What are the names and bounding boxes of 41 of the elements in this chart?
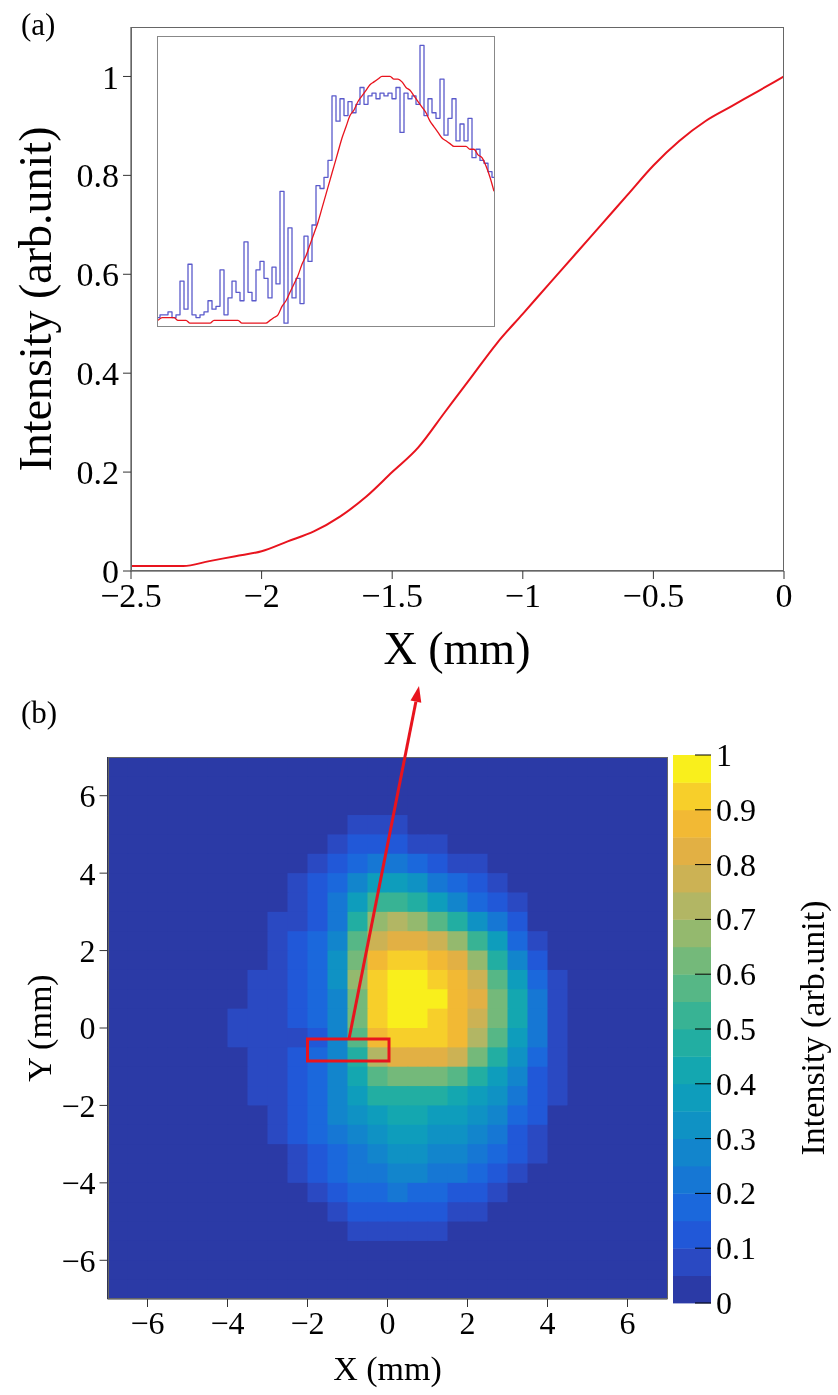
x-tick-label: 6 <box>619 1304 636 1341</box>
y-tick-label: 6 <box>79 778 96 815</box>
chart-title: (b) <box>21 695 58 730</box>
y-tick-label: 0.8 <box>76 157 119 195</box>
color-bar-label: 0.3 <box>716 1120 756 1157</box>
color-bar-label: 0.7 <box>716 901 756 938</box>
x-tick-label: −2 <box>290 1304 325 1341</box>
x-tick-label: 4 <box>539 1304 556 1341</box>
y-tick-label: 0 <box>79 1010 96 1047</box>
y-tick-label: −6 <box>61 1242 96 1279</box>
color-bar-label: 0.5 <box>716 1011 756 1047</box>
color-bar-title: Intensity (arb.unit) <box>794 900 831 1156</box>
x-tick-label: −0.5 <box>622 577 685 615</box>
x-tick-label: −2 <box>243 577 280 615</box>
color-bar-label: 0.2 <box>716 1175 756 1212</box>
color-bar-label: 0.1 <box>716 1230 756 1267</box>
chart-title: (a) <box>21 7 56 42</box>
color-bar-label: 0.6 <box>716 956 756 993</box>
y-tick-label: 4 <box>79 855 96 892</box>
x-tick-label: 0 <box>775 577 793 615</box>
y-tick-label: 0.6 <box>76 256 119 294</box>
y-tick-label: −4 <box>61 1165 96 1202</box>
x-tick-label: 2 <box>459 1304 476 1341</box>
y-axis-title: Intensity (arb.unit) <box>10 126 61 472</box>
y-tick-label: 1 <box>102 58 119 96</box>
color-bar-label: 0.8 <box>716 846 756 883</box>
x-axis-title: X (mm) <box>333 1350 442 1387</box>
y-axis-title: Y (mm) <box>21 974 58 1082</box>
y-tick-label: 2 <box>79 932 96 969</box>
x-tick-label: 0 <box>379 1304 396 1341</box>
y-tick-label: 0.4 <box>76 355 119 393</box>
x-tick-label: −4 <box>210 1304 245 1341</box>
color-bar-label: 1 <box>716 737 732 773</box>
x-tick-label: −1 <box>504 577 541 615</box>
y-tick-label: 0.2 <box>76 454 119 492</box>
color-bar-label: 0.4 <box>716 1065 756 1102</box>
x-tick-label: −1.5 <box>361 577 424 615</box>
y-tick-label: −2 <box>61 1087 96 1124</box>
x-axis-title: X (mm) <box>383 623 531 674</box>
color-bar-label: 0.9 <box>716 791 756 828</box>
x-tick-label: −6 <box>130 1304 165 1341</box>
